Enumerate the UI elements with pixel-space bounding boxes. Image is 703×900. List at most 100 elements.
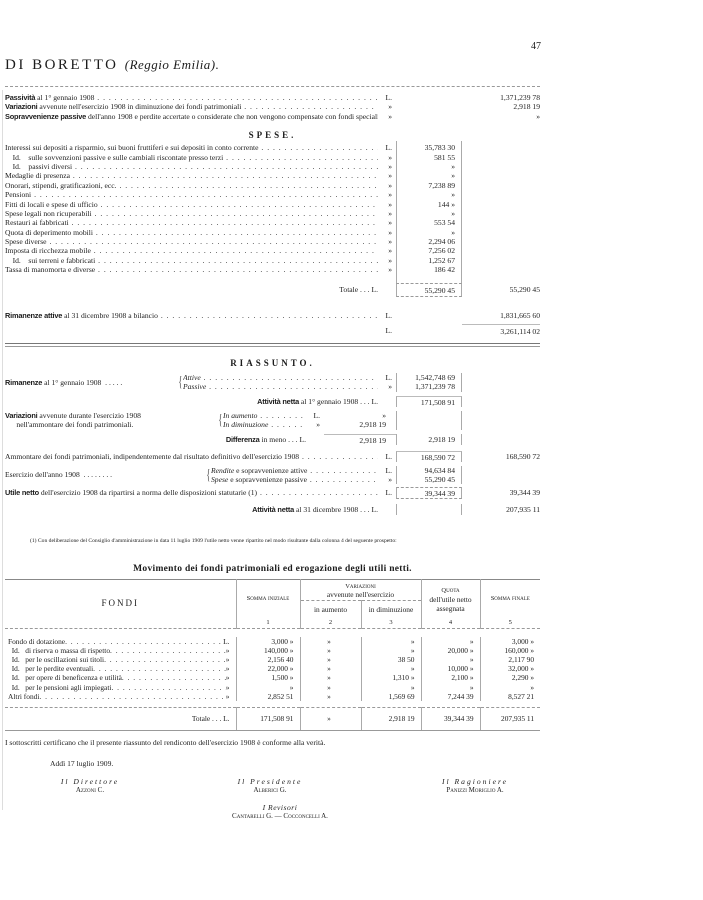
row-value: » [396, 208, 462, 219]
row-label-text: Id. passivi diversi [5, 161, 73, 171]
row-label: Quota di deperimento mobili [5, 228, 378, 237]
dot-leader [95, 265, 378, 274]
row-label-bold: Attività netta [257, 396, 300, 406]
row-value: » [396, 190, 462, 200]
dot-leader [110, 646, 226, 655]
fund-unit: » [225, 664, 230, 674]
group-label-text: avvenute durante l'esercizio 1908 [37, 411, 141, 421]
fund-label-wrap: Id. per le pensioni agli impiegati » [8, 683, 233, 692]
row-unit: » [388, 265, 392, 275]
row-unit: » [388, 218, 392, 228]
table-cell: » [299, 673, 361, 683]
row-label-italic: Attive [183, 373, 201, 383]
row-total-value [462, 246, 540, 255]
row-value [396, 112, 462, 121]
date-line: Addì 17 luglio 1909. [50, 759, 114, 768]
row-value: 1,252 67 [396, 255, 462, 266]
spacer-fill [5, 297, 384, 311]
table-row: Id. per le pensioni agli impiegati»»»»»» [5, 682, 541, 692]
esercizio-row: Spese e sopravvenienze passive » 55,290 45 [211, 474, 540, 485]
header-quota: Quota dell'utile netto assegnata [420, 579, 481, 617]
row-unit [378, 504, 396, 515]
row-label-text: Quota di deperimento mobili [5, 227, 93, 237]
dot-leader [241, 102, 378, 111]
grand-total-row: L. 3,261,114 02 [5, 324, 540, 336]
brace-symbol: { [206, 466, 211, 483]
account-content: Passività al 1° gennaio 1908 L. 1,371,239 … [5, 93, 540, 516]
row-unit: » [388, 190, 392, 200]
row-unit: L. [385, 488, 392, 498]
row-label-text: al 1° gennaio 1908 [35, 93, 95, 102]
expense-row: Id. sui terreni e fabbricati » 1,252 67 [5, 255, 540, 266]
table-cell: 7,244 39 [420, 691, 481, 701]
header-fondi: FONDI [101, 598, 139, 609]
row-total-value [462, 200, 540, 209]
fund-movement-table: FONDI Somma iniziale Variazioni avvenute … [5, 579, 541, 731]
row-label-text: Spese diverse [5, 237, 47, 247]
group-label-line2: nell'ammontare dei fondi patrimoniali. [5, 420, 134, 430]
row-total-value: 1,371,239 78 [500, 93, 540, 102]
dot-leader [92, 209, 378, 218]
row-label-text: in meno . . . L. [259, 434, 306, 444]
row-label-italic: Passive [183, 382, 207, 392]
fund-label-wrap: Id. di riserva o massa di rispetto » [8, 646, 233, 655]
expense-row: Spese diverse » 2,294 06 [5, 237, 540, 247]
dot-leader [111, 683, 225, 692]
row-label: Attive [183, 373, 378, 382]
row-label-text: al 1° gennaio 1908 . . . L. [299, 396, 378, 406]
rimanenze-group: Rimanenze al 1° gennaio 1908 . . . . .{A… [5, 373, 540, 392]
group-label: Rimanenze al 1° gennaio 1908 . . . . . [5, 373, 177, 392]
row-value: 7,256 02 [396, 246, 462, 256]
table-row: Id. per le oscillazioni sui titoli»2,156… [5, 654, 541, 665]
row-label-text: Interessi sui depositi a risparmio, sui … [5, 143, 259, 153]
row-label-italic: Spese [211, 474, 229, 484]
row-total-value [462, 218, 540, 227]
header-in-diminuzione: in diminuzione [360, 600, 422, 617]
row-unit: » [316, 420, 320, 430]
row-label-text: e sopravvenienze passive [228, 474, 307, 484]
group-label: Variazioni avvenute durante l'esercizio … [5, 411, 217, 430]
row-label-text: Id. sulle sovvenzioni passive e sulle ca… [5, 152, 224, 162]
row-label-text: dell'esercizio 1908 da ripartirsi a norm… [38, 488, 258, 498]
expense-row: Onorari, stipendi, gratificazioni, ecc. »… [5, 180, 540, 191]
table-row: Altri fondi»2,852 51»1,569 697,244 398,5… [5, 691, 541, 701]
row-unit: » [388, 199, 392, 209]
total-cell: 39,344 39 [420, 706, 481, 731]
fund-unit: » [225, 654, 230, 664]
fund-label: Id. per opere di beneficenza e utilità » [5, 673, 236, 682]
row-total-value [462, 396, 540, 407]
spacer-fill [462, 297, 540, 311]
dot-leader [206, 382, 378, 391]
row-unit: L. [385, 373, 392, 383]
fund-unit: » [225, 645, 230, 655]
table-cell: » [299, 682, 361, 692]
fund-name: Id. per opere di beneficenza e utilità [8, 673, 122, 683]
table-cell: 20,000 » [420, 645, 481, 655]
row-label: Totale . . . L. [5, 283, 378, 297]
row-total-value [462, 420, 540, 429]
signature-revisori: I Revisori Cantarelli G. — Cocconcelli A. [170, 803, 390, 820]
signature-ragioniere: Il Ragioniere Panizzi Moriglio A. [385, 777, 565, 794]
fund-unit: » [225, 691, 230, 701]
row-inner-value: 2,918 19 [324, 433, 396, 445]
header-in-aumento: in aumento [299, 600, 361, 617]
row-label: Id. sui terreni e fabbricati [5, 256, 378, 265]
row-label: Id. sulle sovvenzioni passive e sulle ca… [5, 153, 378, 162]
row-label-text: avvenute nell'esercizio 1908 in diminuzi… [37, 102, 242, 112]
double-rule [5, 343, 540, 348]
table-cell: 2,156 40 [235, 654, 300, 665]
fund-unit: » [225, 673, 230, 683]
footnote: (1) Con deliberazione del Consiglio d'am… [30, 538, 397, 544]
row-value: 581 55 [396, 152, 462, 162]
dot-leader [307, 466, 378, 475]
expense-row: Spese legali non ricuperabili » » [5, 208, 540, 219]
fund-label: Fondo di dotazione L. [5, 637, 236, 646]
expense-row: Imposta di ricchezza mobile » 7,256 02 [5, 246, 540, 256]
variazioni-row: In aumento L. » [223, 410, 540, 421]
row-unit: L. [385, 310, 392, 320]
signature-presidente: Il Presidente Alberici G. [180, 777, 360, 794]
row-total-value: » [536, 111, 540, 121]
fund-label: Id. per le perdite eventuali » [5, 664, 236, 673]
row-value [396, 311, 462, 320]
row-label: In aumento [223, 411, 306, 420]
